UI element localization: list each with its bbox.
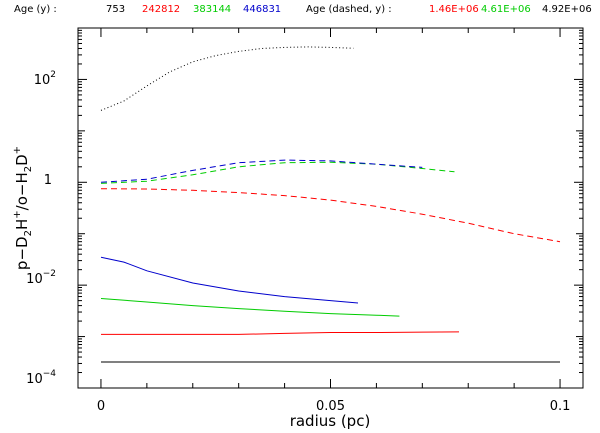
- series-line-6: [100, 159, 423, 183]
- axis-ticks: [78, 28, 583, 389]
- series-line-3: [100, 256, 359, 304]
- x-tick-label: 0.1: [550, 399, 571, 414]
- y-tick-labels: 10−4 10−2 1 102: [26, 70, 56, 387]
- legend-solid-entry: 383144: [193, 4, 231, 15]
- legend-solid-entry: 242812: [142, 4, 180, 15]
- legend-dashed-heading: Age (dashed, y) :: [306, 4, 392, 15]
- series-group: [100, 46, 561, 363]
- x-tick-label: 0: [97, 399, 105, 414]
- series-line-1: [101, 331, 460, 335]
- y-tick-label: 10−2: [26, 269, 56, 287]
- legend-dashed-entry: 1.46E+06: [429, 4, 479, 15]
- series-line-4: [100, 188, 561, 243]
- legend-solid-heading: Age (y) :: [14, 4, 57, 15]
- x-axis-label: radius (pc): [290, 412, 371, 430]
- x-tick-labels: 0 0.05 0.1: [97, 399, 571, 414]
- legend-solid-entry: 753: [106, 4, 125, 15]
- y-tick-label: 10−4: [26, 369, 56, 387]
- series-line-5: [100, 161, 455, 184]
- y-axis-label: p−D2H+/o−H2D+: [12, 146, 34, 270]
- legend-dashed-entry: 4.92E+06: [542, 4, 592, 15]
- series-line-7: [100, 46, 354, 111]
- legend-dashed-entry: 4.61E+06: [481, 4, 531, 15]
- legend-solid-entry: 446831: [243, 4, 281, 15]
- y-tick-label: 1: [44, 173, 52, 188]
- legend: Age (y) : 753 242812 383144 446831 Age (…: [14, 4, 592, 15]
- x-tick-label: 0.05: [316, 399, 345, 414]
- series-line-2: [100, 298, 400, 317]
- y-tick-label: 102: [34, 70, 56, 88]
